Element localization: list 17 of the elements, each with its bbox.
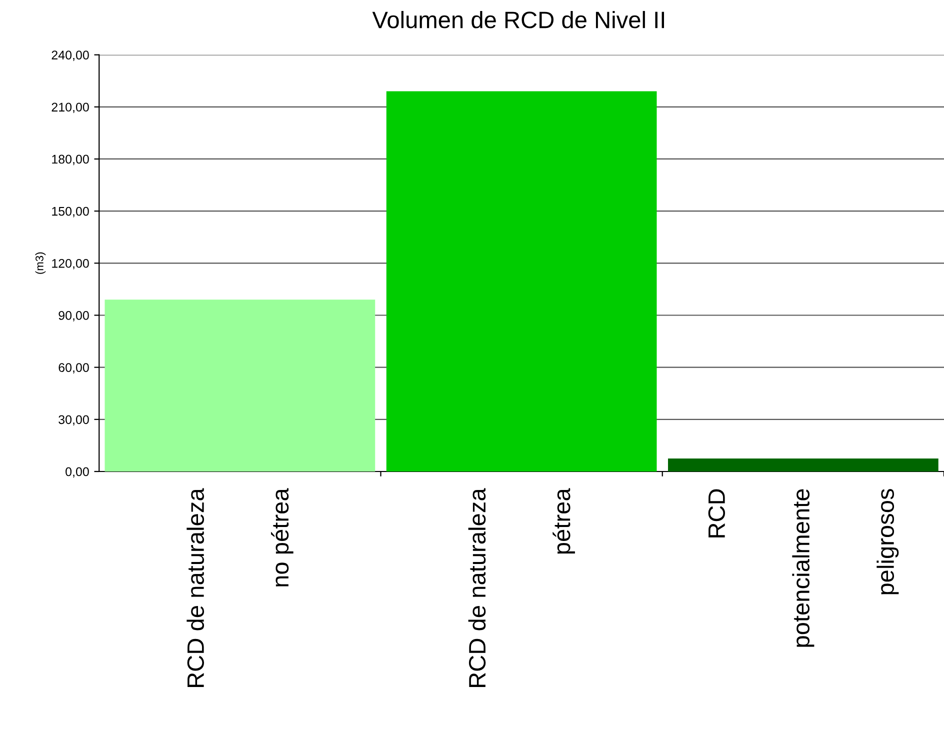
y-tick-label: 60,00 bbox=[58, 363, 89, 374]
y-tick-label: 90,00 bbox=[58, 311, 89, 322]
y-tick-label: 30,00 bbox=[58, 415, 89, 426]
category-label: RCD de naturaleza no pétrea bbox=[186, 488, 294, 688]
y-tick-label: 180,00 bbox=[52, 154, 89, 166]
bar bbox=[104, 300, 376, 472]
y-tick-label: 210,00 bbox=[52, 102, 89, 114]
bar bbox=[668, 458, 938, 472]
category-label: RCD potencialmente peligrosos bbox=[708, 489, 899, 647]
chart-title: Volumen de RCD de Nivel II bbox=[372, 10, 664, 28]
y-tick-label: 120,00 bbox=[52, 258, 89, 270]
y-tick-label: 0,00 bbox=[66, 467, 89, 478]
y-tick-label: 150,00 bbox=[52, 206, 89, 218]
y-tick-label: 240,00 bbox=[52, 50, 89, 61]
y-axis-title: (m3) bbox=[35, 252, 46, 274]
category-label: RCD de naturaleza pétrea bbox=[468, 488, 575, 688]
bar bbox=[386, 91, 657, 472]
